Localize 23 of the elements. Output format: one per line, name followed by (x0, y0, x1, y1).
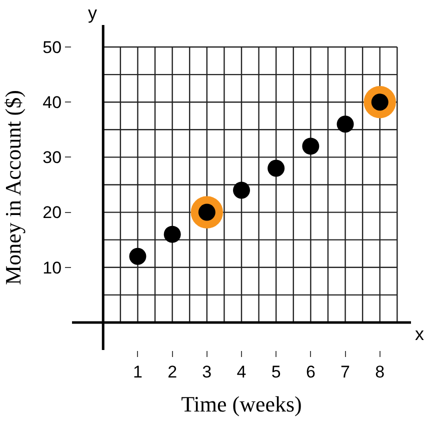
x-tick-label: 4 (236, 362, 246, 382)
point (302, 138, 320, 155)
point (233, 182, 250, 199)
text: x (415, 324, 424, 344)
point (336, 116, 354, 133)
point (268, 160, 285, 177)
x-tick-label: 5 (271, 362, 281, 382)
y-tick-label: 10 (42, 258, 62, 278)
x-tick-label: 2 (168, 362, 178, 382)
text: y (88, 3, 97, 23)
x-axis-title: Time (weeks) (181, 391, 302, 416)
x-tick-label: 8 (375, 362, 385, 382)
point (129, 248, 146, 265)
y-tick-label: 30 (42, 148, 62, 168)
y-tick-label: 20 (42, 203, 62, 222)
x-tick-label: 7 (340, 362, 350, 382)
x-tick-label: 6 (306, 362, 316, 382)
x-tick-label: 1 (132, 362, 142, 382)
x-tick-label: 3 (202, 362, 212, 382)
point (164, 226, 181, 243)
y-tick-label: 40 (42, 93, 62, 112)
y-axis-title: Money in Account ($) (0, 90, 26, 285)
y-tick-label: 50 (42, 38, 62, 57)
